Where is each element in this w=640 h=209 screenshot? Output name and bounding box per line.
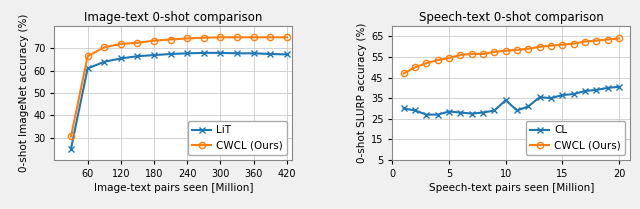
CWCL (Ours) [456, 54, 464, 56]
CL [513, 109, 521, 112]
CL [593, 89, 600, 91]
LiT [233, 52, 241, 55]
LiT [216, 52, 224, 54]
CWCL (Ours) [479, 53, 487, 55]
LiT [134, 55, 141, 57]
CWCL (Ours) [570, 42, 577, 45]
CWCL (Ours) [581, 40, 589, 43]
CWCL (Ours) [513, 48, 521, 51]
X-axis label: Speech-text pairs seen [Million]: Speech-text pairs seen [Million] [429, 183, 594, 193]
Y-axis label: 0-shot ImageNet accuracy (%): 0-shot ImageNet accuracy (%) [19, 14, 29, 172]
CL [570, 93, 577, 95]
CL [581, 90, 589, 92]
CWCL (Ours) [536, 45, 543, 48]
X-axis label: Image-text pairs seen [Million]: Image-text pairs seen [Million] [93, 183, 253, 193]
LiT [266, 53, 274, 55]
LiT [184, 52, 191, 55]
LiT [250, 52, 257, 55]
CWCL (Ours) [117, 43, 125, 45]
CL [490, 109, 498, 112]
CWCL (Ours) [445, 57, 453, 59]
CWCL (Ours) [200, 36, 208, 39]
CL [536, 96, 543, 98]
CWCL (Ours) [525, 47, 532, 50]
CWCL (Ours) [233, 36, 241, 38]
CWCL (Ours) [84, 55, 92, 57]
CWCL (Ours) [266, 36, 274, 38]
CWCL (Ours) [490, 51, 498, 53]
CWCL (Ours) [547, 45, 555, 47]
CWCL (Ours) [434, 59, 442, 61]
CL [400, 107, 408, 110]
LiT [150, 54, 158, 56]
CL [434, 113, 442, 116]
CWCL (Ours) [150, 39, 158, 42]
CL [615, 85, 623, 88]
CWCL (Ours) [100, 46, 108, 48]
CWCL (Ours) [412, 66, 419, 69]
CWCL (Ours) [167, 38, 175, 41]
LiT [167, 53, 175, 55]
CWCL (Ours) [559, 43, 566, 46]
CWCL (Ours) [216, 36, 224, 38]
CWCL (Ours) [134, 42, 141, 44]
Line: CWCL (Ours): CWCL (Ours) [68, 34, 290, 140]
LiT [117, 57, 125, 60]
Legend: CL, CWCL (Ours): CL, CWCL (Ours) [526, 121, 625, 155]
CL [479, 111, 487, 114]
CL [412, 109, 419, 112]
LiT [200, 52, 208, 54]
CWCL (Ours) [604, 38, 612, 41]
Y-axis label: 0-shot SLURP accuracy (%): 0-shot SLURP accuracy (%) [356, 23, 367, 163]
CL [547, 97, 555, 99]
CWCL (Ours) [593, 39, 600, 42]
CWCL (Ours) [422, 62, 430, 64]
CL [502, 99, 509, 101]
LiT [283, 53, 291, 56]
Title: Speech-text 0-shot comparison: Speech-text 0-shot comparison [419, 11, 604, 24]
CWCL (Ours) [184, 37, 191, 40]
CL [422, 113, 430, 116]
Legend: LiT, CWCL (Ours): LiT, CWCL (Ours) [188, 121, 287, 155]
Title: Image-text 0-shot comparison: Image-text 0-shot comparison [84, 11, 262, 24]
CWCL (Ours) [283, 36, 291, 38]
CWCL (Ours) [250, 36, 257, 38]
Line: CWCL (Ours): CWCL (Ours) [401, 35, 622, 76]
LiT [100, 61, 108, 63]
CL [456, 111, 464, 114]
LiT [67, 148, 75, 150]
CL [525, 105, 532, 108]
CWCL (Ours) [400, 72, 408, 75]
CWCL (Ours) [502, 50, 509, 52]
Line: CL: CL [401, 84, 622, 118]
CL [559, 94, 566, 96]
CL [445, 110, 453, 113]
CL [604, 87, 612, 89]
CWCL (Ours) [615, 37, 623, 40]
LiT [84, 67, 92, 70]
CWCL (Ours) [468, 53, 476, 55]
CL [468, 112, 476, 115]
CWCL (Ours) [67, 135, 75, 138]
Line: LiT: LiT [68, 50, 290, 152]
